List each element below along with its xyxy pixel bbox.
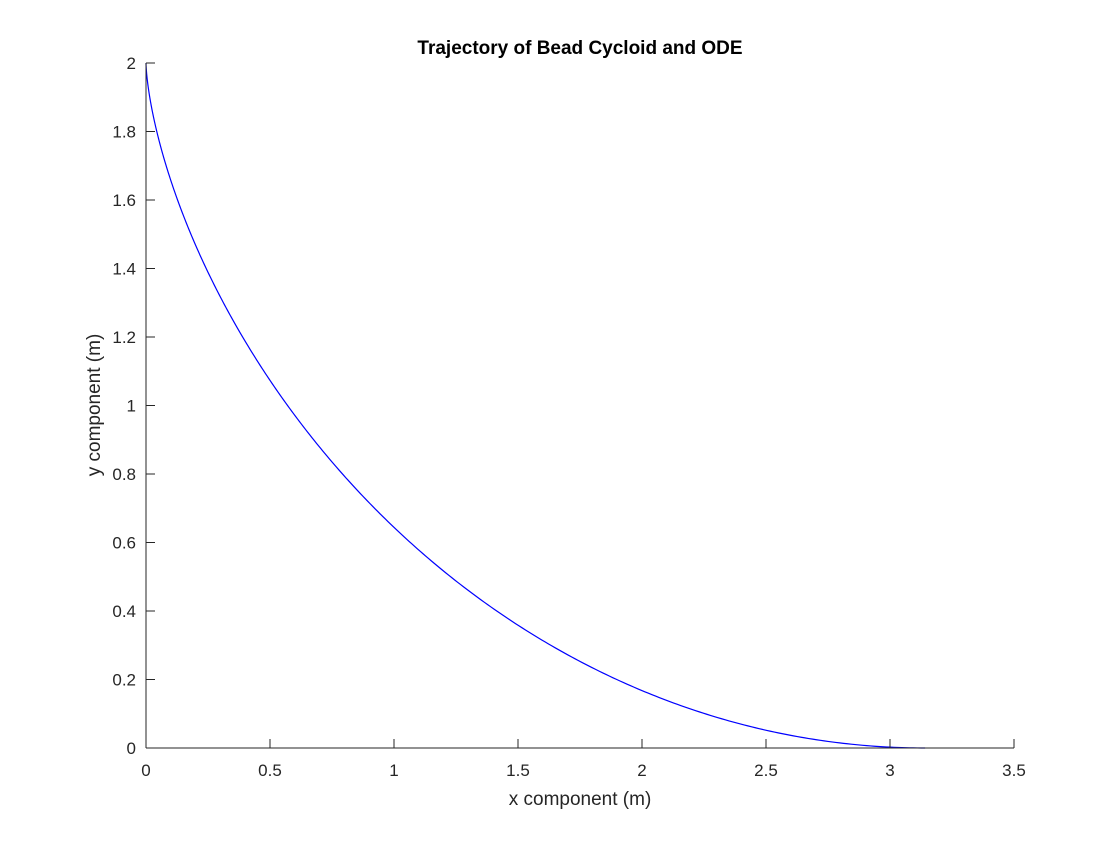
series-layer xyxy=(145,63,926,749)
y-axis-label: y component (m) xyxy=(84,334,105,477)
x-tick-label: 0.5 xyxy=(258,761,282,780)
y-tick-label: 1.8 xyxy=(112,123,136,142)
x-tick-label: 2.5 xyxy=(754,761,778,780)
x-axis-label: x component (m) xyxy=(509,789,652,810)
y-tick-label: 0 xyxy=(127,739,136,758)
x-tick-label: 0 xyxy=(141,761,150,780)
y-tick-label: 0.4 xyxy=(112,602,136,621)
y-tick-label: 0.2 xyxy=(112,671,136,690)
chart-title: Trajectory of Bead Cycloid and ODE xyxy=(417,38,742,59)
y-tick-label: 1.6 xyxy=(112,191,136,210)
y-tick-label: 0.6 xyxy=(112,534,136,553)
x-tick-label: 1.5 xyxy=(506,761,530,780)
y-tick-label: 1.2 xyxy=(112,328,136,347)
y-tick-label: 0.8 xyxy=(112,465,136,484)
y-tick-label: 1 xyxy=(127,397,136,416)
x-tick-label: 3 xyxy=(885,761,894,780)
x-tick-label: 2 xyxy=(637,761,646,780)
x-tick-label: 3.5 xyxy=(1002,761,1026,780)
y-tick-label: 2 xyxy=(127,54,136,73)
series-line-0 xyxy=(145,63,926,749)
y-tick-label: 1.4 xyxy=(112,260,136,279)
axes-layer: 0 0.5 1 1.5 2 2.5 3 3.5 0 0.2 0.4 0.6 0.8 1 1.2 1.4 1.6 1… xyxy=(112,54,1025,780)
x-tick-label: 1 xyxy=(389,761,398,780)
